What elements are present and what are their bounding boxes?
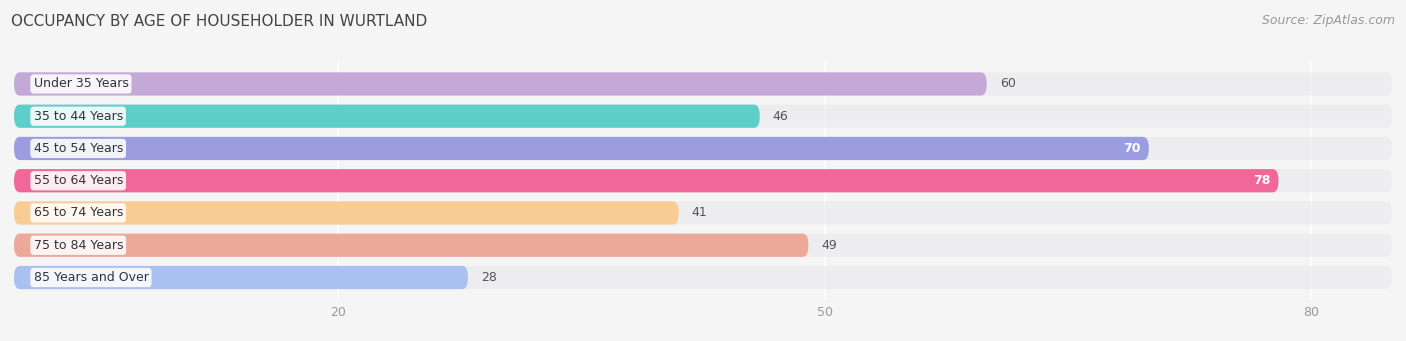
Text: 55 to 64 Years: 55 to 64 Years (34, 174, 122, 187)
FancyBboxPatch shape (14, 72, 987, 95)
Text: Under 35 Years: Under 35 Years (34, 77, 128, 90)
Text: 28: 28 (481, 271, 496, 284)
Text: 70: 70 (1123, 142, 1140, 155)
FancyBboxPatch shape (14, 137, 1392, 160)
FancyBboxPatch shape (14, 202, 679, 225)
FancyBboxPatch shape (14, 137, 1149, 160)
Text: Source: ZipAtlas.com: Source: ZipAtlas.com (1261, 14, 1395, 27)
Text: OCCUPANCY BY AGE OF HOUSEHOLDER IN WURTLAND: OCCUPANCY BY AGE OF HOUSEHOLDER IN WURTL… (11, 14, 427, 29)
FancyBboxPatch shape (14, 266, 1392, 289)
FancyBboxPatch shape (14, 234, 1392, 257)
Text: 41: 41 (692, 207, 707, 220)
Text: 49: 49 (821, 239, 837, 252)
Text: 75 to 84 Years: 75 to 84 Years (34, 239, 122, 252)
Text: 35 to 44 Years: 35 to 44 Years (34, 110, 122, 123)
FancyBboxPatch shape (14, 169, 1392, 192)
FancyBboxPatch shape (14, 105, 1392, 128)
Text: 85 Years and Over: 85 Years and Over (34, 271, 149, 284)
Text: 60: 60 (1000, 77, 1015, 90)
Text: 45 to 54 Years: 45 to 54 Years (34, 142, 122, 155)
Text: 78: 78 (1253, 174, 1271, 187)
FancyBboxPatch shape (14, 234, 808, 257)
FancyBboxPatch shape (14, 169, 1278, 192)
FancyBboxPatch shape (14, 266, 468, 289)
Text: 65 to 74 Years: 65 to 74 Years (34, 207, 122, 220)
FancyBboxPatch shape (14, 72, 1392, 95)
FancyBboxPatch shape (14, 105, 759, 128)
Text: 46: 46 (773, 110, 789, 123)
FancyBboxPatch shape (14, 202, 1392, 225)
